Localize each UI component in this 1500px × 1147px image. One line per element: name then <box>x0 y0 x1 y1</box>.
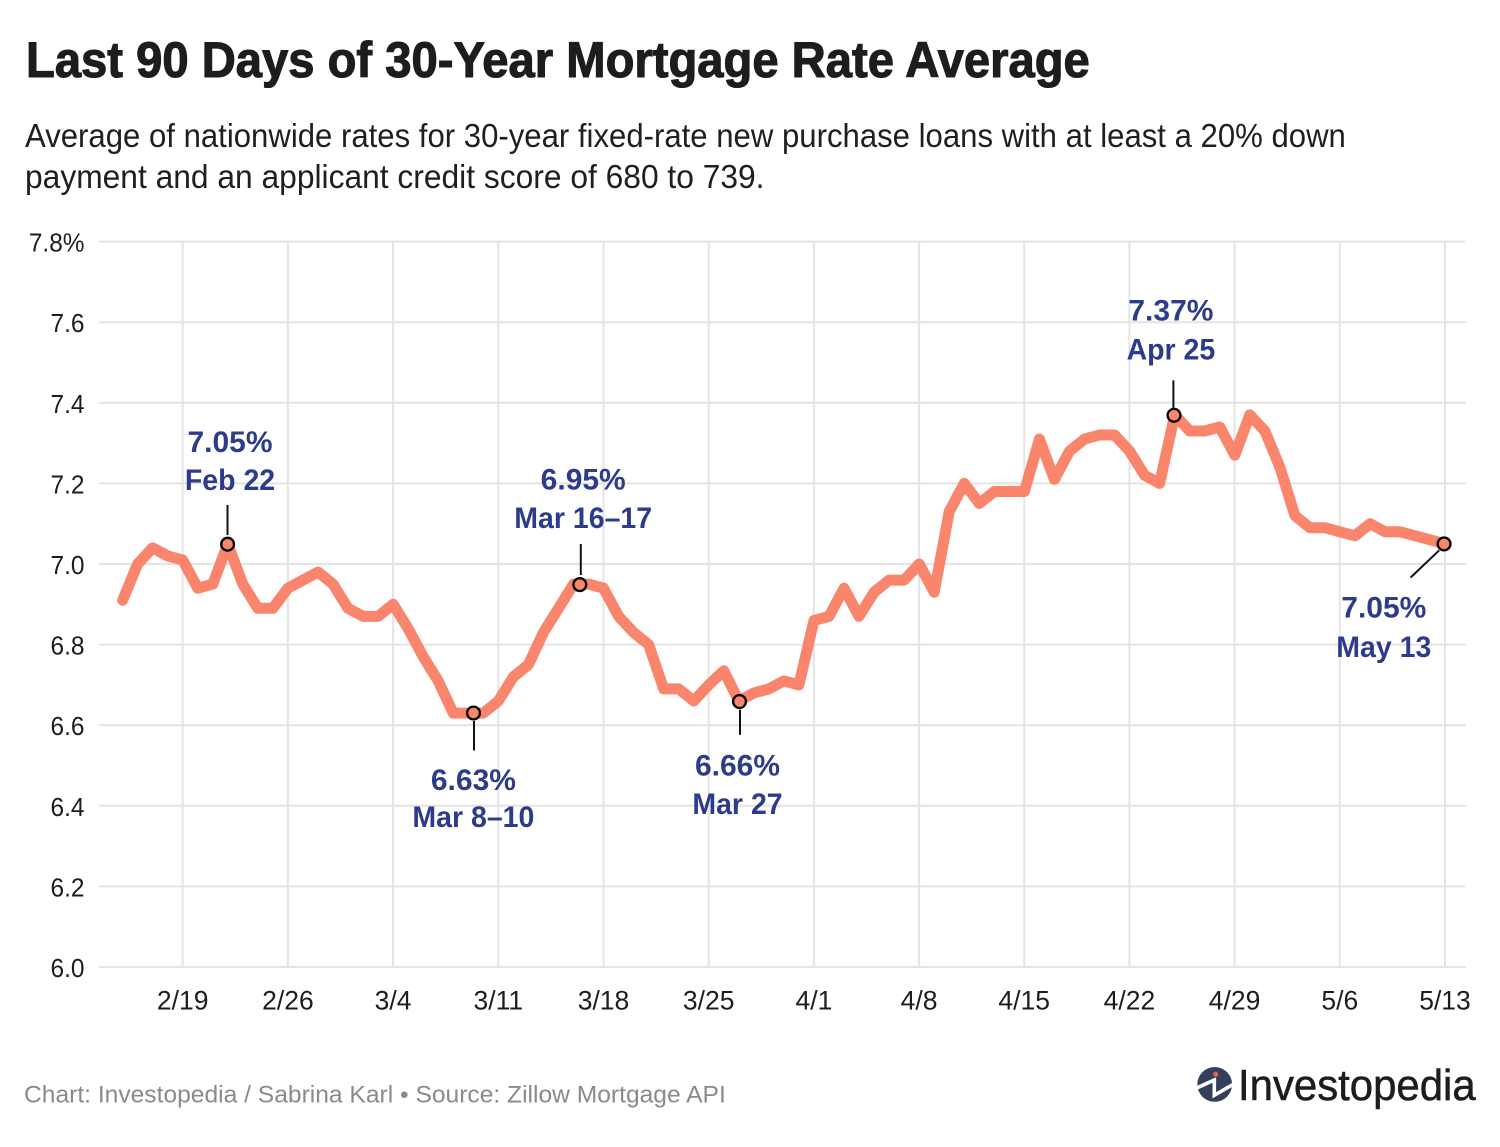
svg-text:3/25: 3/25 <box>683 986 735 1016</box>
svg-text:6.0: 6.0 <box>51 954 85 983</box>
svg-text:3/18: 3/18 <box>578 986 630 1016</box>
svg-text:payment and an applicant credi: payment and an applicant credit score of… <box>25 157 765 195</box>
svg-text:4/15: 4/15 <box>998 986 1050 1016</box>
svg-text:Investopedia: Investopedia <box>1238 1061 1476 1110</box>
svg-text:6.8: 6.8 <box>51 632 85 661</box>
svg-text:6.95%: 6.95% <box>541 464 626 497</box>
svg-text:Apr 25: Apr 25 <box>1127 334 1216 367</box>
svg-text:4/29: 4/29 <box>1209 986 1261 1016</box>
svg-text:4/1: 4/1 <box>795 986 832 1016</box>
svg-text:Mar 16–17: Mar 16–17 <box>514 502 652 535</box>
svg-text:7.05%: 7.05% <box>187 426 272 459</box>
svg-text:2/19: 2/19 <box>157 986 209 1016</box>
svg-text:4/22: 4/22 <box>1104 986 1156 1016</box>
svg-text:6.4: 6.4 <box>51 793 85 822</box>
svg-text:Last 90 Days of 30-Year Mortga: Last 90 Days of 30-Year Mortgage Rate Av… <box>26 33 1090 89</box>
svg-text:3/4: 3/4 <box>375 986 412 1016</box>
svg-text:7.37%: 7.37% <box>1128 294 1213 327</box>
svg-text:Mar 27: Mar 27 <box>692 788 782 821</box>
svg-text:6.66%: 6.66% <box>695 749 780 782</box>
svg-text:7.2: 7.2 <box>51 471 85 500</box>
svg-text:6.6: 6.6 <box>51 713 85 742</box>
svg-text:May 13: May 13 <box>1336 631 1431 664</box>
svg-text:6.63%: 6.63% <box>431 764 516 797</box>
svg-text:4/8: 4/8 <box>901 986 938 1016</box>
svg-text:Feb 22: Feb 22 <box>185 464 275 497</box>
svg-text:7.05%: 7.05% <box>1341 592 1426 625</box>
svg-text:7.4: 7.4 <box>51 390 85 419</box>
svg-text:7.6: 7.6 <box>51 310 85 339</box>
svg-text:5/13: 5/13 <box>1419 986 1471 1016</box>
svg-text:6.2: 6.2 <box>51 874 85 903</box>
svg-text:3/11: 3/11 <box>473 986 523 1016</box>
svg-text:Mar 8–10: Mar 8–10 <box>412 801 534 834</box>
svg-text:Chart: Investopedia / Sabrina: Chart: Investopedia / Sabrina Karl • Sou… <box>24 1082 726 1109</box>
svg-text:7.8%: 7.8% <box>29 229 85 258</box>
svg-text:2/26: 2/26 <box>262 986 314 1016</box>
svg-text:5/6: 5/6 <box>1321 986 1358 1016</box>
svg-text:Average of nationwide rates fo: Average of nationwide rates for 30-year … <box>25 117 1346 154</box>
svg-text:7.0: 7.0 <box>51 551 85 580</box>
